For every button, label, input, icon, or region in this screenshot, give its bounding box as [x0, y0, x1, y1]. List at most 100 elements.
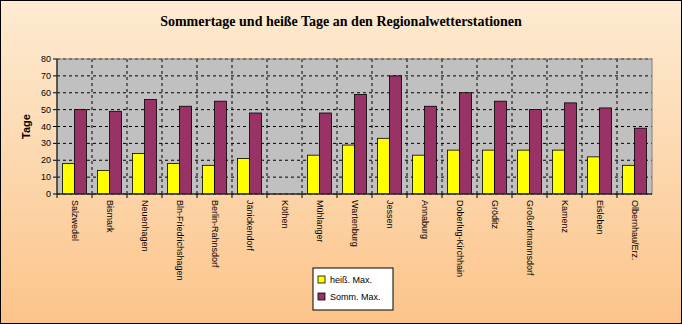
tick — [197, 194, 198, 198]
grid-line — [477, 59, 478, 194]
legend-swatch — [318, 276, 325, 283]
bar — [355, 94, 367, 194]
bar — [495, 101, 507, 194]
tick — [267, 194, 268, 198]
bar — [63, 164, 75, 194]
grid-line — [232, 59, 233, 194]
bar — [518, 150, 530, 194]
bar — [180, 106, 192, 194]
bar — [110, 111, 122, 194]
tick-label: 0 — [46, 189, 51, 199]
tick — [162, 194, 163, 198]
tick-label: 20 — [41, 155, 51, 165]
category-label: Annaburg — [420, 200, 430, 239]
bar — [530, 110, 542, 194]
bar — [623, 165, 635, 194]
tick — [372, 194, 373, 198]
grid-line — [197, 59, 198, 194]
bar — [588, 157, 600, 194]
grid-line — [442, 59, 443, 194]
category-label: Kamenz — [560, 200, 570, 234]
tick-label: 70 — [41, 71, 51, 81]
tick-label: 10 — [41, 172, 51, 182]
legend-label: heiß. Max. — [330, 275, 372, 285]
bar — [413, 155, 425, 194]
tick — [53, 160, 57, 161]
tick — [547, 194, 548, 198]
bar — [378, 138, 390, 194]
tick — [512, 194, 513, 198]
grid-line — [372, 59, 373, 194]
category-label: Köthen — [280, 200, 290, 229]
bar — [553, 150, 565, 194]
tick — [53, 59, 57, 60]
x-axis — [57, 194, 652, 195]
tick — [53, 92, 57, 93]
tick — [442, 194, 443, 198]
bar — [320, 113, 332, 194]
bar — [343, 145, 355, 194]
category-label: Jänickendorf — [245, 200, 255, 252]
grid-line — [512, 59, 513, 194]
grid-line — [57, 75, 652, 76]
tick — [53, 177, 57, 178]
bar — [145, 100, 157, 195]
grid-line — [582, 59, 583, 194]
legend-label: Somm. Max. — [330, 292, 381, 302]
grid-line — [57, 194, 652, 195]
grid-line — [547, 59, 548, 194]
background — [1, 1, 682, 324]
tick — [53, 194, 57, 195]
tick — [407, 194, 408, 198]
category-label: Olbernhau/Erz. — [630, 200, 640, 261]
tick-label: 40 — [41, 122, 51, 132]
tick-label: 30 — [41, 138, 51, 148]
bar — [448, 150, 460, 194]
tick — [92, 194, 93, 198]
tick — [127, 194, 128, 198]
bars — [63, 76, 647, 194]
plot-frame — [57, 59, 652, 194]
category-label: Doberlug-Kirchhain — [455, 200, 465, 277]
bar — [460, 93, 472, 194]
tick-label: 50 — [41, 105, 51, 115]
bar — [308, 155, 320, 194]
category-label: Berlin-Rahnsdorf — [210, 200, 220, 268]
grid-line — [57, 92, 652, 93]
bar — [203, 165, 215, 194]
bar — [98, 170, 110, 194]
tick — [302, 194, 303, 198]
category-label: Mühlanger — [315, 200, 325, 243]
grid-line — [127, 59, 128, 194]
tick — [477, 194, 478, 198]
bar — [215, 101, 227, 194]
category-label: Salzwedel — [70, 200, 80, 241]
tick-label: 60 — [41, 88, 51, 98]
tick — [53, 126, 57, 127]
tick — [582, 194, 583, 198]
category-label: Neuenhagen — [140, 200, 150, 252]
tick — [53, 75, 57, 76]
category-label: Gröditz — [490, 200, 500, 230]
category-label: Eisleben — [595, 200, 605, 235]
grid-line — [267, 59, 268, 194]
bar — [425, 106, 437, 194]
y-axis — [57, 59, 58, 194]
tick-label: 80 — [41, 54, 51, 64]
bar — [168, 164, 180, 194]
category-label: Großerkmannsdorf — [525, 200, 535, 276]
category-label: Jessen — [385, 200, 395, 229]
grid-line — [92, 59, 93, 194]
title: Sommertage und heiße Tage an den Regiona… — [160, 14, 522, 29]
grid-line — [162, 59, 163, 194]
category-label: Wartenburg — [350, 200, 360, 247]
category-label: Bismark — [105, 200, 115, 233]
legend-swatch — [318, 293, 325, 300]
bar — [390, 76, 402, 194]
grid-line — [337, 59, 338, 194]
grid-line — [407, 59, 408, 194]
tick — [53, 143, 57, 144]
tick — [232, 194, 233, 198]
bar — [75, 110, 87, 194]
bar — [483, 150, 495, 194]
